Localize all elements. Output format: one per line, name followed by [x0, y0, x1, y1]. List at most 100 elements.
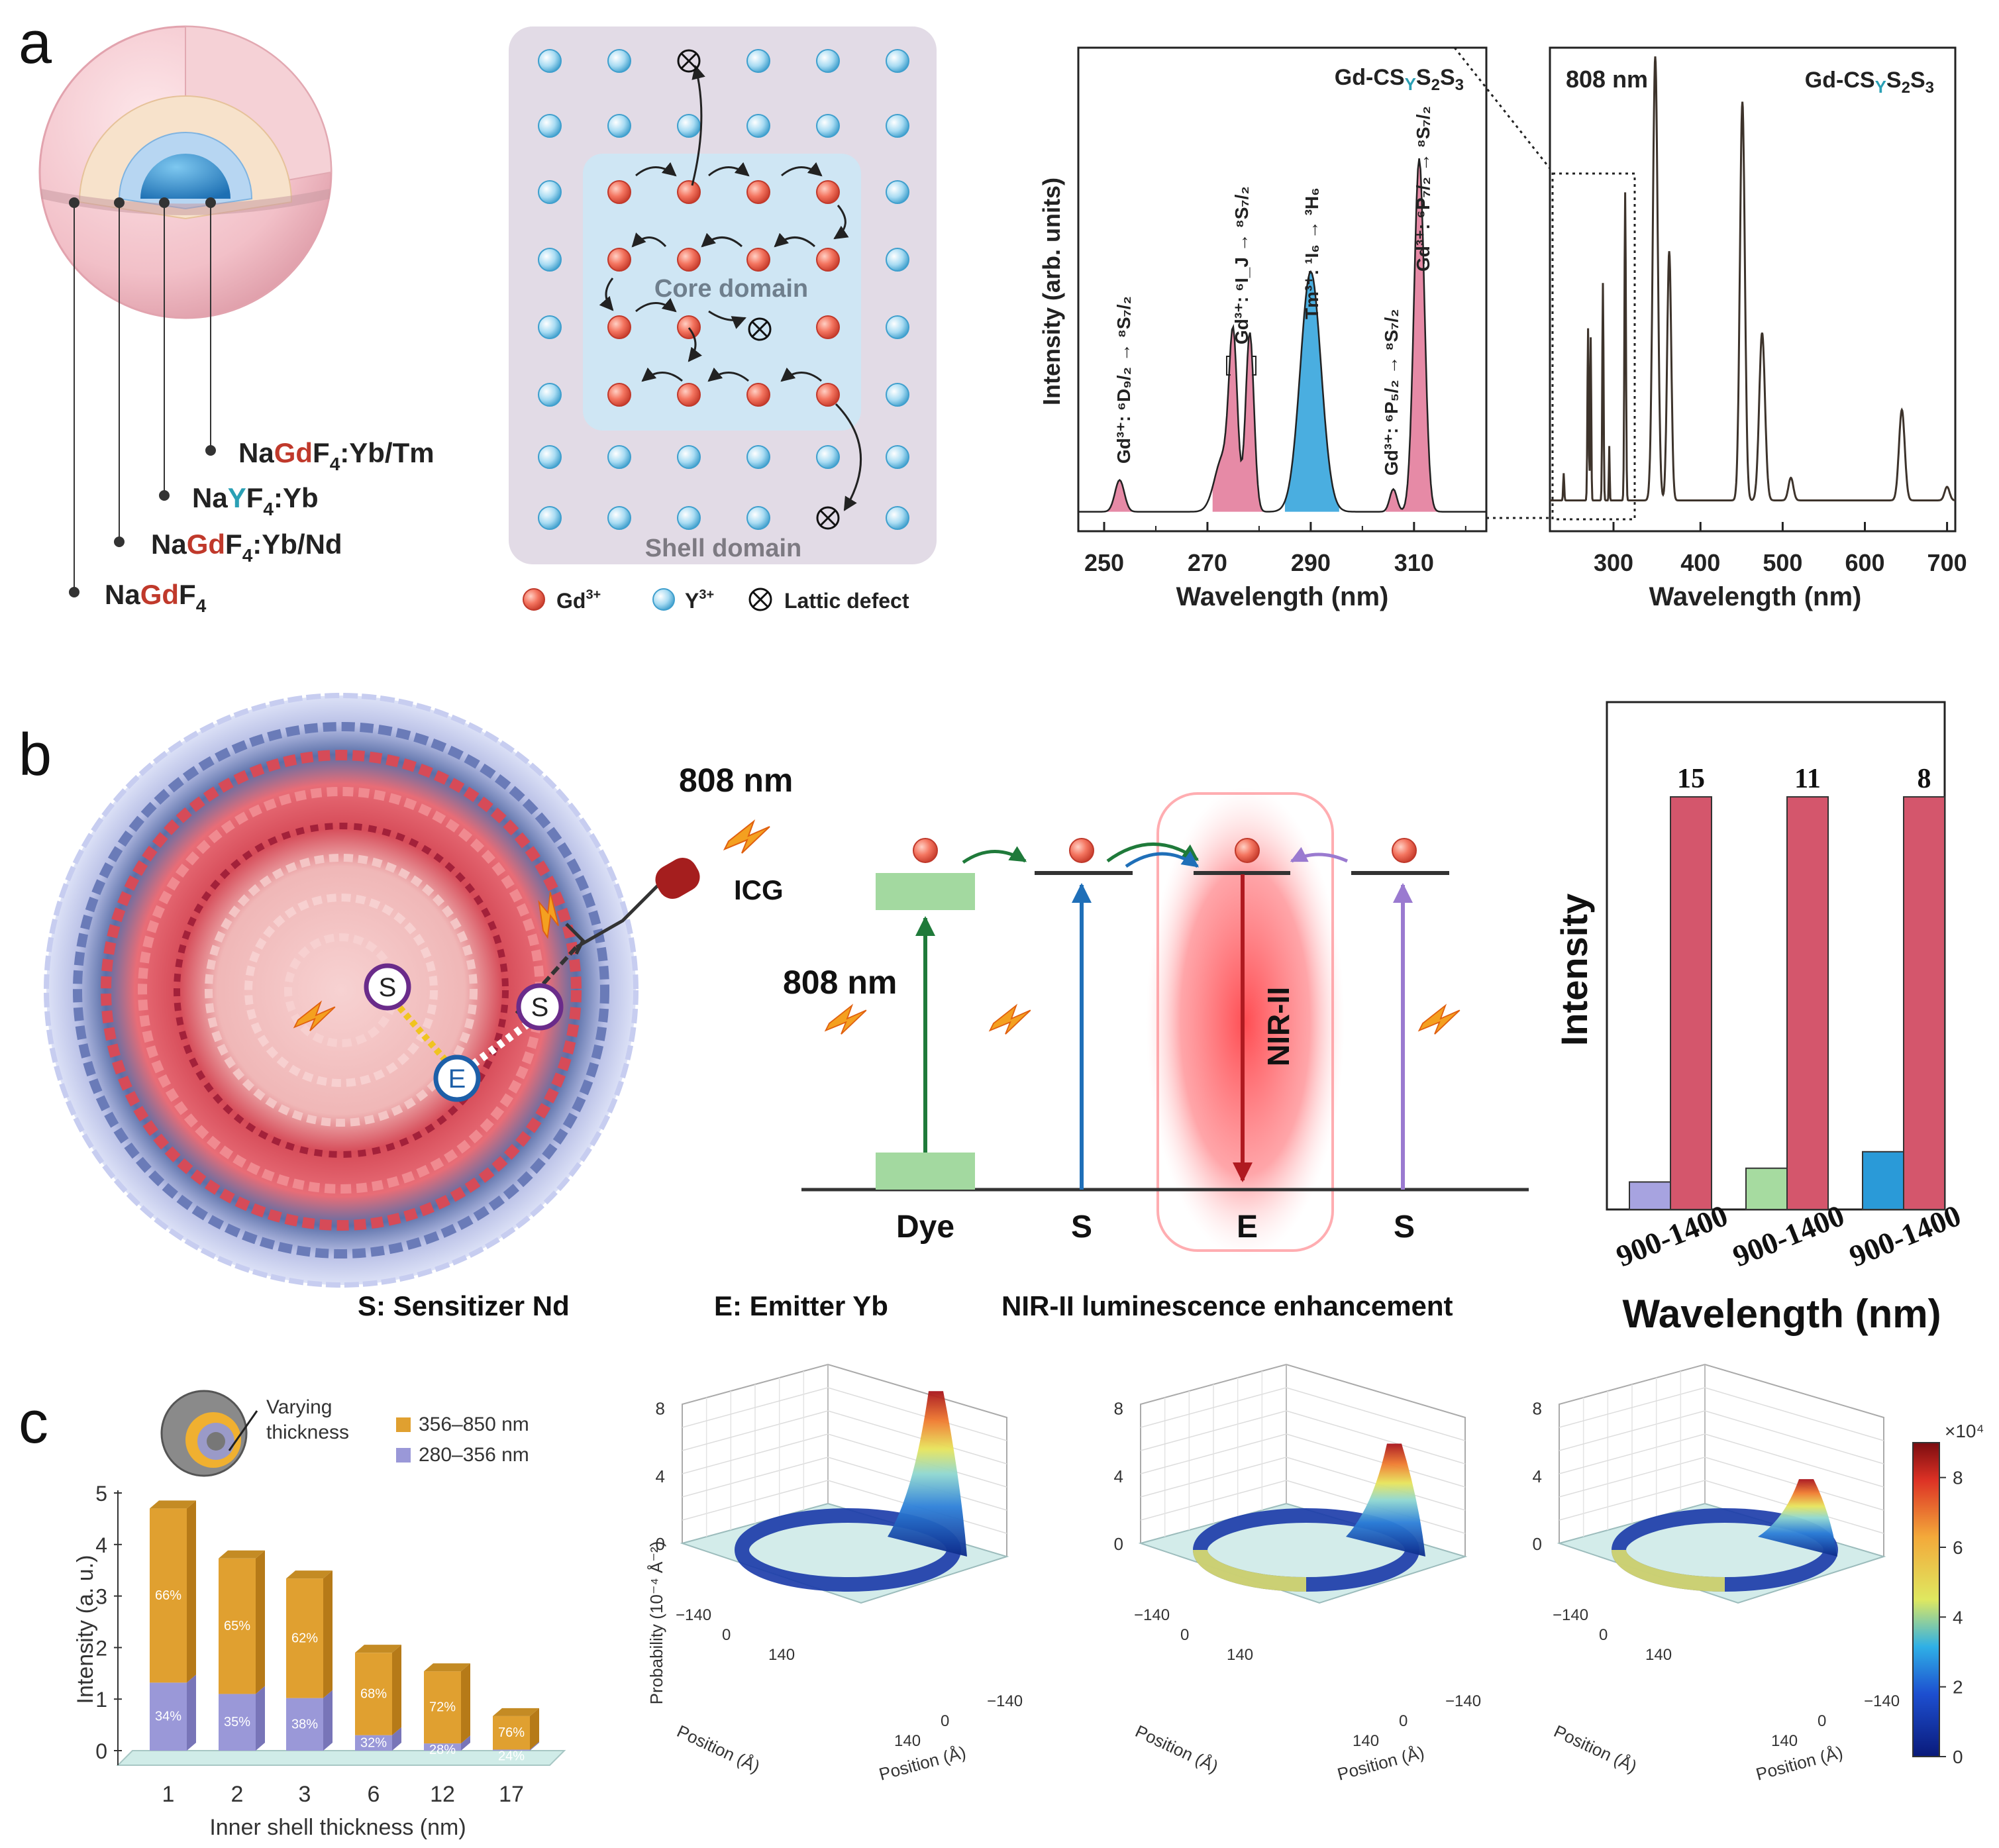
y-ion — [538, 315, 562, 339]
colorbar-tick: 2 — [1953, 1677, 1963, 1698]
gd-ion — [607, 180, 631, 204]
enhancement-label: 11 — [1794, 764, 1821, 794]
percent-uv: 34% — [155, 1710, 181, 1724]
z-tick: 8 — [1114, 1399, 1123, 1419]
legend-defect: Lattic defect — [784, 589, 909, 613]
emitter-node: E — [433, 1054, 481, 1102]
colorbar-tick: 4 — [1953, 1607, 1963, 1627]
stacked-chart-legend: 356–850 nm 280–356 nm — [396, 1413, 529, 1466]
surface-zlabel: Probability (10⁻⁴ Å⁻²) — [646, 1541, 666, 1705]
stacked-xtick: 3 — [299, 1782, 311, 1807]
stacked-ylabel: Intensity (a. u.) — [73, 1555, 98, 1704]
enhancement-label: 8 — [1918, 764, 1931, 794]
uv-spectrum-line — [1078, 158, 1486, 513]
y-ion — [886, 114, 909, 138]
energy-col-s2: S — [1394, 1209, 1415, 1245]
uv-tick-label: 290 — [1291, 549, 1331, 576]
y-ion — [607, 49, 631, 73]
bar-without-dye — [1745, 1167, 1788, 1211]
colorbar-ticks: 0 2 4 6 8 — [1939, 1468, 1963, 1767]
surface-plot: 0 4 8 −140 0 140 140 0 −140 Position (Å) Position … — [656, 1363, 1023, 1784]
surface-plot: 0 4 8 −140 0 140 140 0 −140 Position (Å) Position … — [1533, 1363, 1900, 1784]
z-tick: 8 — [1533, 1399, 1542, 1419]
floor-axis-left: Position (Å) — [1132, 1721, 1221, 1776]
y-ion — [886, 180, 909, 204]
layer-label-core: NaGdF4:Yb/Tm — [238, 437, 435, 474]
y-ion — [886, 506, 909, 530]
probability-peak — [888, 1391, 967, 1557]
floor-tick-left: 140 — [1645, 1646, 1672, 1664]
peak-label-6D: Gd³⁺: ⁶D₉/₂ → ⁸S₇/₂ — [1113, 296, 1134, 464]
gd-ion — [746, 180, 770, 204]
full-tick-label: 500 — [1763, 549, 1802, 576]
colorbar-exponent: ×10⁴ — [1945, 1421, 1984, 1441]
uv-tick-label: 310 — [1394, 549, 1434, 576]
lattice-atoms — [538, 49, 909, 530]
full-tick-label: 700 — [1927, 549, 1967, 576]
floor-tick-left: −140 — [1553, 1606, 1588, 1624]
floor-tick-right: −140 — [987, 1692, 1023, 1710]
floor-tick-right: −140 — [1445, 1692, 1481, 1710]
z-tick: 4 — [1114, 1466, 1123, 1486]
floor-tick-left: 0 — [722, 1626, 731, 1644]
percent-visible: 76% — [498, 1725, 525, 1740]
stacked-ytick: 1 — [95, 1688, 107, 1712]
caption-sensitizer: S: Sensitizer Nd — [358, 1290, 570, 1321]
y-ion — [746, 506, 770, 530]
full-spectrum-ticks: 300 400 500 600 700 — [1594, 522, 1967, 576]
segment-visible — [355, 1653, 392, 1735]
y-ion — [886, 248, 909, 272]
full-spectrum-sample: Gd-CSYS2S3 — [1805, 68, 1934, 97]
floor-axis-right: Position (Å) — [877, 1742, 968, 1784]
probability-surface-plots: 0 4 8 −140 0 140 140 0 −140 Position (Å) Position … — [656, 1363, 1900, 1784]
z-tick: 0 — [656, 1534, 665, 1554]
nir-ylabel: Intensity — [1553, 894, 1595, 1046]
y-ion — [677, 445, 701, 469]
stacked-ytick: 5 — [95, 1482, 107, 1506]
floor-tick-left: 0 — [1180, 1626, 1189, 1644]
colorbar: ×10⁴ 0 2 4 6 8 — [1912, 1421, 1984, 1767]
caption-enhancement: NIR-II luminescence enhancement — [1001, 1290, 1453, 1321]
floor-tick-right: 0 — [1399, 1712, 1408, 1730]
legend-gd: Gd3+ — [556, 588, 601, 613]
laser-bolt-icon — [724, 821, 770, 854]
thickness-inset: Varying thickness — [160, 1390, 349, 1477]
lattice-schematic: Core domain Shell domain — [509, 26, 937, 564]
icg-label: ICG — [734, 874, 784, 905]
y-ion — [677, 114, 701, 138]
percent-visible: 72% — [429, 1700, 456, 1715]
legend-uv: 280–356 nm — [419, 1444, 529, 1466]
peak-label-6P72: Gd³⁺: ⁶P₇/₂ → ⁸S₇/₂ — [1413, 106, 1433, 272]
percent-visible: 68% — [360, 1686, 387, 1701]
layer-leader-lines — [69, 197, 216, 597]
colorbar-tick: 6 — [1953, 1537, 1963, 1558]
svg-text:S: S — [531, 993, 549, 1022]
y-ion — [886, 315, 909, 339]
legend-visible: 356–850 nm — [419, 1413, 529, 1435]
stacked-bar-chart: 34%66%35%65%38%62%32%68%28%72%24%76% 012… — [73, 1482, 566, 1840]
y-ion — [816, 445, 840, 469]
stacked-ytick: 4 — [95, 1533, 107, 1557]
energy-col-e: E — [1237, 1209, 1258, 1245]
percent-visible: 66% — [155, 1588, 181, 1603]
gd-ion — [607, 315, 631, 339]
y-ion — [886, 49, 909, 73]
layered-nanoparticle-sphere — [38, 25, 333, 319]
panel-label-c: c — [19, 1390, 48, 1456]
peak-annotations: Gd³⁺: ⁶D₉/₂ → ⁸S₇/₂ Gd³⁺: ⁶I_J → ⁸S₇/₂ T… — [1113, 106, 1433, 476]
energy-emission-label: NIR-II — [1261, 987, 1296, 1066]
uv-tick-label: 270 — [1188, 549, 1227, 576]
energy-excitation-label: 808 nm — [783, 964, 897, 1001]
transfer-arrows — [385, 991, 531, 1070]
segment-uv — [286, 1698, 323, 1751]
z-tick: 4 — [656, 1466, 665, 1486]
stacked-ytick: 3 — [95, 1585, 107, 1609]
surface-plot: 0 4 8 −140 0 140 140 0 −140 Position (Å) Position … — [1114, 1363, 1481, 1784]
z-tick: 0 — [1114, 1534, 1123, 1554]
bracket-6IJ — [1226, 356, 1256, 376]
layer-labels: NaGdF4:Yb/Tm NaYF4:Yb NaGdF4:Yb/Nd NaGdF… — [105, 437, 435, 616]
